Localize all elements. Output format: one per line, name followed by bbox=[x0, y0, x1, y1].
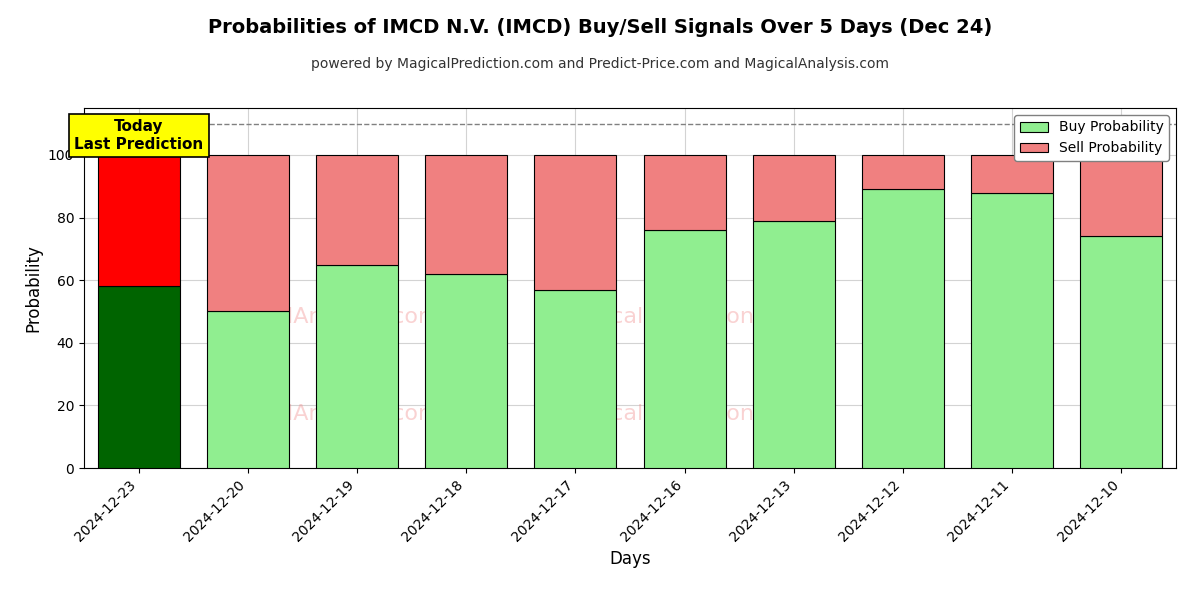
Text: Probabilities of IMCD N.V. (IMCD) Buy/Sell Signals Over 5 Days (Dec 24): Probabilities of IMCD N.V. (IMCD) Buy/Se… bbox=[208, 18, 992, 37]
Y-axis label: Probability: Probability bbox=[24, 244, 42, 332]
Bar bbox=[316, 155, 398, 265]
Bar bbox=[971, 193, 1054, 468]
Text: MagicalAnalysis.com: MagicalAnalysis.com bbox=[209, 404, 440, 424]
Bar bbox=[1080, 155, 1163, 236]
Bar bbox=[206, 155, 289, 311]
Bar bbox=[752, 155, 835, 221]
Bar bbox=[862, 190, 944, 468]
Bar bbox=[316, 265, 398, 468]
Bar bbox=[534, 290, 617, 468]
Bar bbox=[97, 286, 180, 468]
Text: Today
Last Prediction: Today Last Prediction bbox=[74, 119, 203, 152]
Bar bbox=[534, 155, 617, 290]
Bar bbox=[643, 155, 726, 230]
Bar bbox=[862, 155, 944, 190]
Bar bbox=[425, 155, 508, 274]
Bar bbox=[643, 230, 726, 468]
Bar bbox=[425, 274, 508, 468]
Text: MagicalAnalysis.com: MagicalAnalysis.com bbox=[209, 307, 440, 327]
Bar bbox=[752, 221, 835, 468]
Bar bbox=[1080, 236, 1163, 468]
Text: MagicalPrediction.com: MagicalPrediction.com bbox=[559, 404, 810, 424]
Text: powered by MagicalPrediction.com and Predict-Price.com and MagicalAnalysis.com: powered by MagicalPrediction.com and Pre… bbox=[311, 57, 889, 71]
Bar bbox=[97, 155, 180, 286]
Text: MagicalPrediction.com: MagicalPrediction.com bbox=[559, 307, 810, 327]
X-axis label: Days: Days bbox=[610, 550, 650, 568]
Legend: Buy Probability, Sell Probability: Buy Probability, Sell Probability bbox=[1014, 115, 1169, 161]
Bar bbox=[971, 155, 1054, 193]
Bar bbox=[206, 311, 289, 468]
